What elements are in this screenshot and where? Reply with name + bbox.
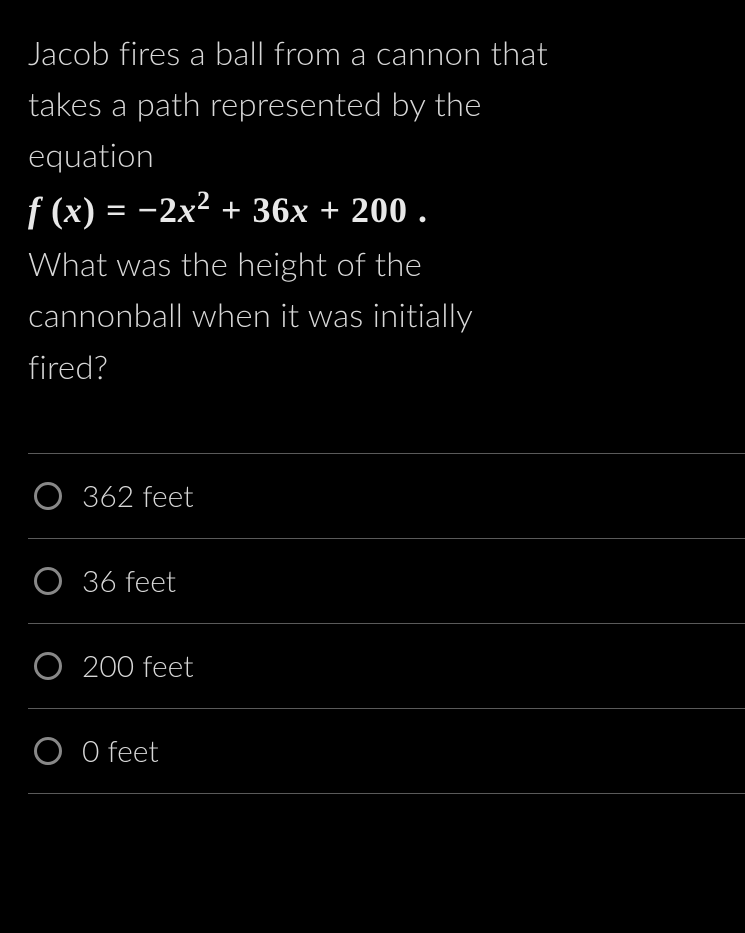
option-0[interactable]: 362 feet (28, 454, 745, 539)
eq-period: . (408, 190, 428, 230)
option-1[interactable]: 36 feet (28, 539, 745, 624)
options-list: 362 feet 36 feet 200 feet 0 feet (28, 453, 745, 794)
eq-close: ) (83, 190, 106, 230)
question-line-1: Jacob fires a ball from a cannon that (28, 33, 548, 73)
eq-open: ( (41, 190, 64, 230)
question-line-3: equation (28, 135, 154, 175)
option-3[interactable]: 0 feet (28, 709, 745, 794)
option-2[interactable]: 200 feet (28, 624, 745, 709)
eq-plus1: + 36 (211, 190, 291, 230)
eq-eq: = (106, 190, 138, 230)
radio-icon (34, 652, 62, 680)
option-label-0: 362 feet (82, 478, 193, 514)
eq-var1: x (178, 190, 197, 230)
eq-f: f (28, 190, 41, 230)
radio-icon (34, 567, 62, 595)
question-line-4: What was the height of the (28, 244, 422, 284)
eq-neg: − (138, 190, 160, 230)
eq-x: x (64, 190, 83, 230)
eq-exp: 2 (197, 186, 211, 215)
radio-icon (34, 482, 62, 510)
question-line-2: takes a path represented by the (28, 84, 482, 124)
radio-icon (34, 737, 62, 765)
option-label-1: 36 feet (82, 563, 176, 599)
eq-var2: x (291, 190, 310, 230)
question-line-6: fired? (28, 347, 108, 387)
question-line-5: cannonball when it was initially (28, 295, 473, 335)
option-label-3: 0 feet (82, 733, 159, 769)
equation: f (x) = −2x2 + 36x + 200 . (28, 190, 428, 230)
eq-coef1: 2 (159, 190, 178, 230)
eq-plus2: + 200 (310, 190, 409, 230)
question-stem: Jacob fires a ball from a cannon that ta… (28, 28, 745, 393)
option-label-2: 200 feet (82, 648, 193, 684)
